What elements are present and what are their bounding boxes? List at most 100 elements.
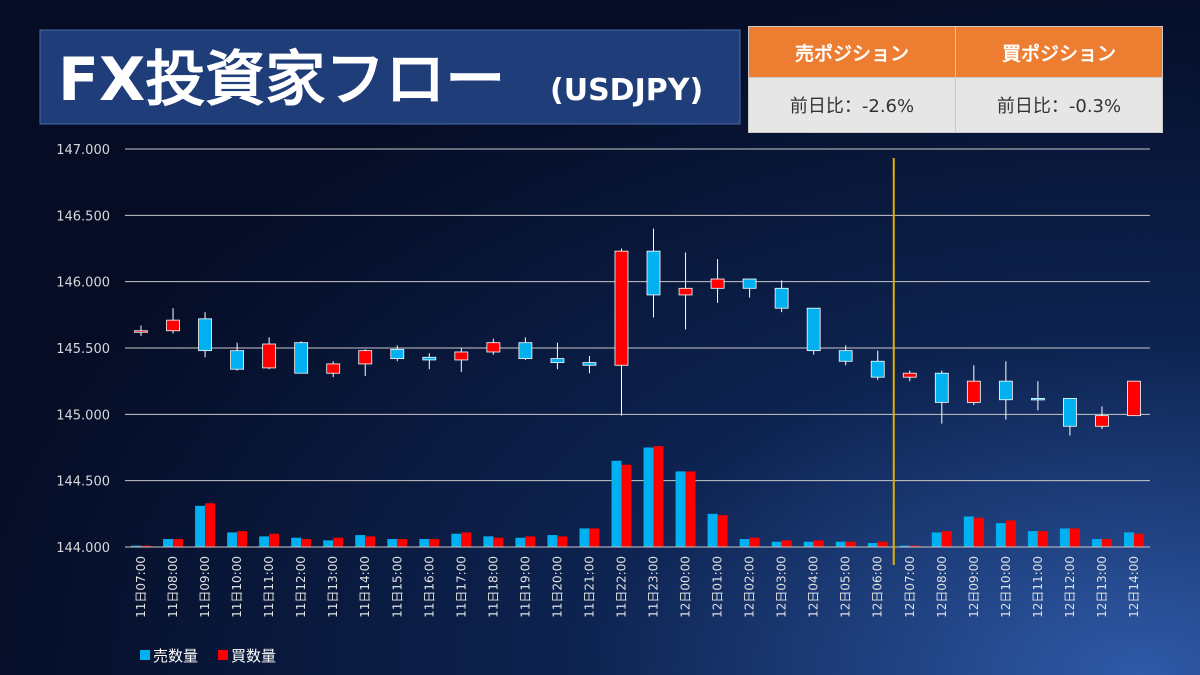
candle-body — [742, 278, 757, 289]
x-tick-label: 11日07:00 — [134, 556, 148, 618]
volume-bar — [685, 471, 696, 547]
volume-bar — [493, 537, 504, 547]
table-header: 買ポジション — [955, 26, 1163, 78]
volume-bar — [301, 539, 312, 547]
candle-body — [326, 363, 341, 374]
legend-label: 買数量 — [231, 647, 276, 665]
title-box — [39, 29, 741, 125]
x-tick-label: 12日14:00 — [1127, 556, 1141, 618]
x-tick-label: 11日18:00 — [486, 556, 500, 618]
y-tick-label: 146.500 — [56, 209, 110, 224]
candle-body — [134, 330, 148, 333]
volume-bar — [547, 535, 558, 547]
volume-bar — [205, 503, 216, 547]
x-tick-label: 12日05:00 — [839, 556, 853, 618]
volume-bar — [707, 513, 718, 547]
x-tick-label: 12日02:00 — [743, 556, 757, 618]
volume-bar — [1091, 539, 1102, 547]
volume-bar — [429, 539, 440, 547]
volume-bar — [675, 471, 686, 547]
x-tick-label: 11日21:00 — [582, 556, 596, 618]
volume-bar — [1101, 539, 1112, 547]
volume-bar — [909, 545, 920, 547]
volume-bar — [589, 528, 600, 547]
volume-bar — [195, 505, 206, 547]
volume-bar — [141, 545, 152, 547]
x-tick-label: 12日10:00 — [999, 556, 1013, 618]
y-tick-label: 146.000 — [56, 276, 110, 291]
candle-body — [230, 350, 245, 370]
volume-bar — [419, 539, 430, 547]
y-tick-label: 145.000 — [56, 408, 110, 423]
volume-bar — [1069, 528, 1080, 547]
candle-body — [358, 350, 373, 365]
volume-bar — [653, 446, 664, 547]
volume-bar — [525, 536, 536, 547]
volume-bar — [269, 533, 280, 547]
volume-bar — [259, 536, 270, 547]
volume-bar — [877, 541, 888, 547]
x-tick-label: 12日09:00 — [967, 556, 981, 618]
candle-body — [1063, 398, 1077, 427]
candle-body — [390, 348, 405, 360]
candle-body — [422, 356, 437, 361]
candle-body — [998, 380, 1013, 401]
x-tick-label: 11日10:00 — [230, 556, 244, 618]
volume-bar — [515, 537, 526, 547]
x-tick-label: 12日01:00 — [711, 556, 725, 618]
volume-bar — [611, 460, 622, 547]
candle-body — [870, 360, 885, 378]
volume-bar — [131, 545, 142, 547]
volume-bar — [1059, 528, 1070, 547]
volume-bar — [323, 540, 334, 547]
candle-body — [294, 342, 309, 374]
candle-body — [262, 343, 277, 369]
candle-body — [646, 250, 661, 296]
volume-bar — [941, 531, 952, 547]
y-tick-label: 145.500 — [56, 342, 110, 357]
volume-bar — [451, 533, 462, 547]
x-tick-label: 12日00:00 — [679, 556, 693, 618]
candle-body — [582, 362, 597, 366]
volume-bar — [995, 523, 1006, 547]
candle-body — [1095, 415, 1109, 427]
volume-bar — [963, 516, 974, 547]
candle-body — [838, 350, 853, 362]
volume-bar — [333, 537, 344, 547]
x-tick-label: 11日20:00 — [550, 556, 564, 618]
x-tick-label: 11日13:00 — [326, 556, 340, 618]
x-tick-label: 12日12:00 — [1063, 556, 1077, 618]
y-tick-label: 147.000 — [56, 143, 110, 158]
x-tick-label: 11日12:00 — [294, 556, 308, 618]
x-tick-label: 12日11:00 — [1031, 556, 1045, 618]
x-tick-label: 12日06:00 — [871, 556, 885, 618]
volume-bar — [781, 540, 792, 547]
candle-body — [678, 287, 693, 296]
volume-bar — [1005, 520, 1016, 547]
volume-bar — [173, 539, 184, 547]
table-cell: 前日比：-2.6% — [748, 77, 956, 133]
volume-bar — [899, 545, 910, 547]
x-tick-label: 12日07:00 — [903, 556, 917, 618]
volume-bar — [227, 532, 238, 547]
volume-bar — [1133, 533, 1144, 547]
x-tick-label: 12日08:00 — [935, 556, 949, 618]
candle-body — [1127, 380, 1141, 417]
chart-title: FX投資家フロー — [58, 45, 505, 115]
y-tick-label: 144.500 — [56, 475, 110, 490]
x-tick-label: 11日08:00 — [166, 556, 180, 618]
x-tick-label: 12日13:00 — [1095, 556, 1109, 618]
candle-body — [166, 319, 180, 332]
volume-bar — [557, 536, 568, 547]
volume-bar — [1037, 531, 1048, 547]
volume-bar — [973, 517, 984, 547]
volume-bar — [845, 541, 856, 547]
volume-bar — [461, 532, 472, 547]
volume-bar — [1123, 532, 1134, 547]
legend-swatch — [218, 650, 228, 660]
volume-bar — [739, 539, 750, 547]
candle-body — [454, 351, 469, 361]
x-tick-label: 11日16:00 — [422, 556, 436, 618]
volume-bar — [621, 464, 632, 547]
x-tick-label: 11日22:00 — [614, 556, 628, 618]
